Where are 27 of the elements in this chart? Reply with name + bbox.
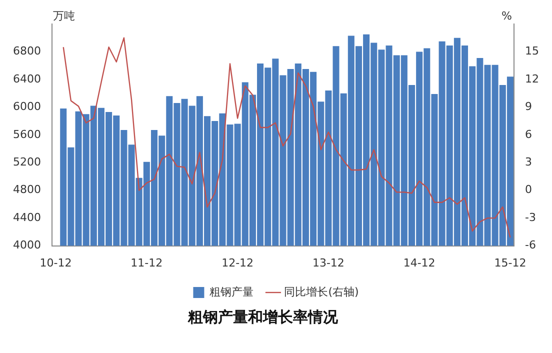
- y2-tick-label: 15: [525, 44, 540, 58]
- x-tick-label: 15-12: [494, 256, 526, 270]
- y-tick-label: 4000: [12, 238, 41, 252]
- y2-tick-label: 9: [525, 100, 532, 114]
- y-tick-label: 4800: [12, 183, 41, 196]
- y-tick-label: 6400: [12, 72, 41, 86]
- x-tick-label: 14-12: [403, 256, 436, 270]
- y-tick-label: 6800: [12, 44, 41, 58]
- x-tick-label: 12-12: [222, 256, 254, 270]
- legend-label: 粗钢产量: [210, 285, 254, 298]
- y-tick-label: 4400: [12, 210, 41, 224]
- y2-tick-label: -6: [525, 238, 536, 252]
- x-tick-label: 13-12: [312, 256, 344, 270]
- legend-label: 同比增长(右轴): [284, 285, 359, 298]
- y-axis-title: 万吨: [52, 9, 75, 22]
- text: 粗钢产量和增长率情况: [186, 308, 339, 327]
- y2-tick-label: 6: [525, 128, 532, 141]
- y2-tick-label: 3: [525, 155, 532, 168]
- y2-tick-label: 12: [525, 72, 540, 86]
- y-tick-label: 5600: [12, 128, 41, 141]
- y-tick-label: 6000: [12, 100, 41, 114]
- y2-tick-label: -3: [525, 210, 536, 224]
- y2-tick-label: 0: [525, 183, 532, 196]
- x-tick-label: 10-12: [40, 256, 72, 270]
- y-tick-label: 5200: [12, 155, 41, 168]
- y2-axis-title: %: [502, 9, 512, 22]
- x-tick-label: 11-12: [130, 256, 163, 270]
